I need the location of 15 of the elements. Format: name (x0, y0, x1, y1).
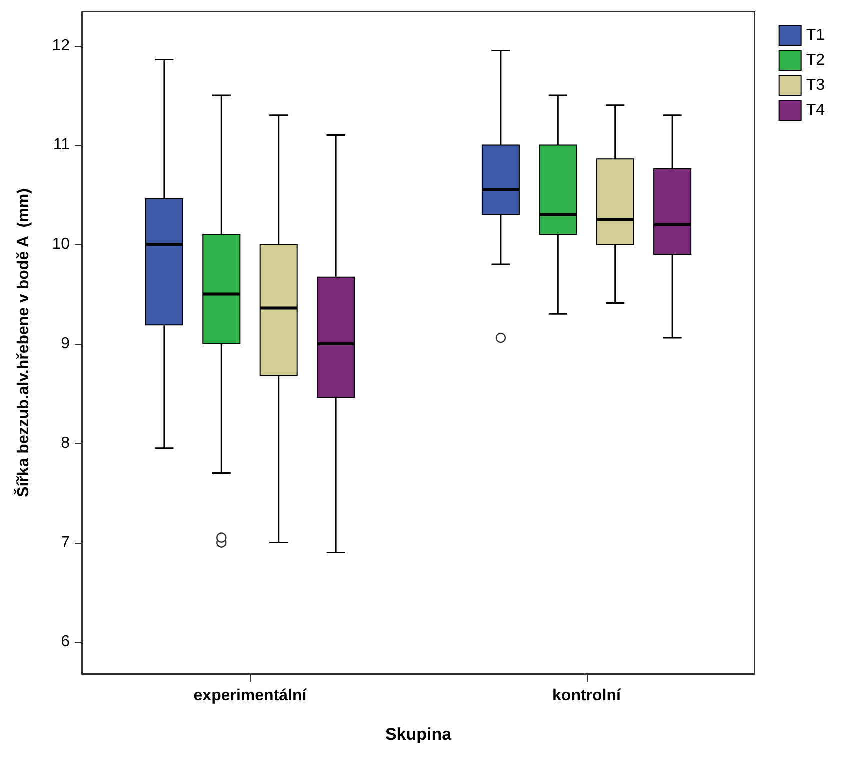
legend-label: T1 (806, 27, 826, 44)
y-tick-label: 10 (52, 236, 70, 254)
legend-label: T3 (806, 77, 826, 94)
y-tick-label: 11 (53, 136, 70, 154)
y-tick-label: 6 (61, 634, 70, 651)
y-axis-title: Šířka bezzub.alv.hřebene v bodě A (mm) (14, 188, 32, 498)
x-tick-label: experimentální (194, 688, 308, 704)
legend-label: T2 (806, 52, 826, 69)
y-tick-label: 12 (52, 37, 70, 54)
legend-label: T4 (806, 102, 826, 119)
x-axis-title: Skupina (385, 725, 452, 744)
y-tick-label: 7 (61, 534, 70, 552)
x-tick-label: kontrolní (552, 688, 622, 704)
y-tick-label: 9 (61, 335, 70, 352)
y-tick-label: 8 (61, 434, 70, 452)
